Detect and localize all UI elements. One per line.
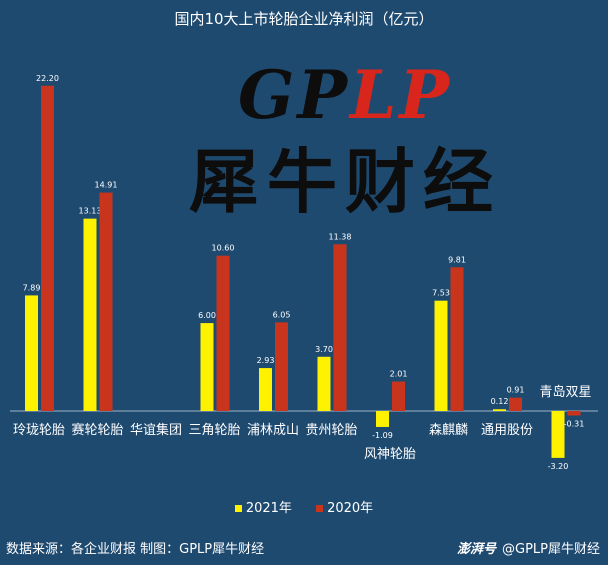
watermark-logo-latin: GPLP (200, 56, 490, 134)
data-label-2020-linglong: 22.20 (36, 74, 59, 83)
chart-legend: 2021年 2020年 (0, 497, 608, 516)
brand-label: 澎湃号 (456, 542, 496, 557)
data-label-2021-sailun: 13.13 (79, 207, 102, 216)
bar-2020-sanjiao (216, 255, 230, 411)
legend-label-2020: 2020年 (327, 501, 374, 516)
legend-swatch-2020 (316, 504, 324, 512)
bar-2021-pulin (259, 368, 272, 411)
data-label-2020-senqilin: 9.81 (448, 255, 466, 264)
data-label-2021-senqilin: 7.53 (432, 289, 450, 298)
category-label-linglong: 玲珑轮胎 (13, 423, 65, 438)
credit-label: @GPLP犀牛财经 (502, 542, 600, 557)
bar-2020-fengshen (392, 381, 405, 411)
data-label-2020-sailun: 14.91 (95, 181, 118, 190)
footer-credit: 澎湃号 @GPLP犀牛财经 (457, 538, 600, 557)
data-label-2020-tongyong: 0.91 (507, 386, 525, 395)
bar-2020-tongyong (509, 397, 522, 411)
data-label-2021-sanjiao: 6.00 (198, 311, 216, 320)
watermark-logo-chinese: 犀牛财经 (189, 141, 501, 223)
data-label-2020-pulin: 6.05 (273, 310, 291, 319)
data-label-2020-fengshen: 2.01 (390, 370, 408, 379)
category-label-senqilin: 森麒麟 (429, 422, 468, 438)
data-label-2020-shuangxing: -0.31 (564, 420, 585, 429)
category-label-sailun: 赛轮轮胎 (71, 422, 123, 438)
bar-2021-fengshen (376, 411, 389, 427)
watermark-latin-accent: LP (349, 56, 453, 134)
category-label-fengshen: 风神轮胎 (364, 447, 416, 462)
legend-item-2021: 2021年 (234, 501, 292, 516)
bar-2020-sailun (99, 192, 113, 411)
data-label-2020-guizhou: 11.38 (329, 232, 352, 241)
bar-2020-shuangxing (567, 411, 581, 416)
data-label-2021-guizhou: 3.70 (315, 345, 333, 354)
legend-label-2021: 2021年 (245, 501, 292, 516)
category-label-sanjiao: 三角轮胎 (188, 423, 240, 438)
bar-2020-pulin (275, 322, 288, 411)
bar-2021-tongyong (493, 409, 506, 411)
chart-title: 国内10大上市轮胎企业净利润（亿元） (174, 10, 434, 28)
data-label-2021-shuangxing: -3.20 (548, 462, 569, 471)
source-note: 数据来源：各企业财报 制图：GPLP犀牛财经 (6, 542, 265, 557)
bar-2021-senqilin (434, 300, 448, 411)
data-label-2021-linglong: 7.89 (23, 283, 41, 292)
legend-item-2020: 2020年 (316, 501, 373, 516)
data-label-2021-tongyong: 0.12 (491, 397, 509, 406)
legend-swatch-2021 (234, 504, 242, 512)
data-label-2020-sanjiao: 10.60 (212, 244, 235, 253)
bar-2020-linglong (41, 85, 54, 412)
watermark-latin-main: GP (237, 56, 350, 134)
category-label-shuangxing: 青岛双星 (539, 384, 591, 400)
category-label-pulin: 浦林成山 (247, 423, 299, 438)
bar-2021-sailun (83, 218, 97, 411)
bar-2021-guizhou (317, 356, 331, 411)
bar-2021-shuangxing (551, 411, 565, 458)
bar-2021-sanjiao (200, 323, 214, 411)
bar-2021-linglong (25, 295, 38, 411)
category-label-guizhou: 贵州轮胎 (305, 423, 357, 438)
data-label-2021-pulin: 2.93 (257, 356, 275, 365)
data-label-2021-fengshen: -1.09 (372, 431, 393, 440)
category-label-tongyong: 通用股份 (481, 423, 533, 438)
bar-2020-guizhou (333, 244, 347, 411)
category-label-huayi: 华谊集团 (130, 422, 182, 438)
bar-2020-senqilin (450, 267, 464, 411)
